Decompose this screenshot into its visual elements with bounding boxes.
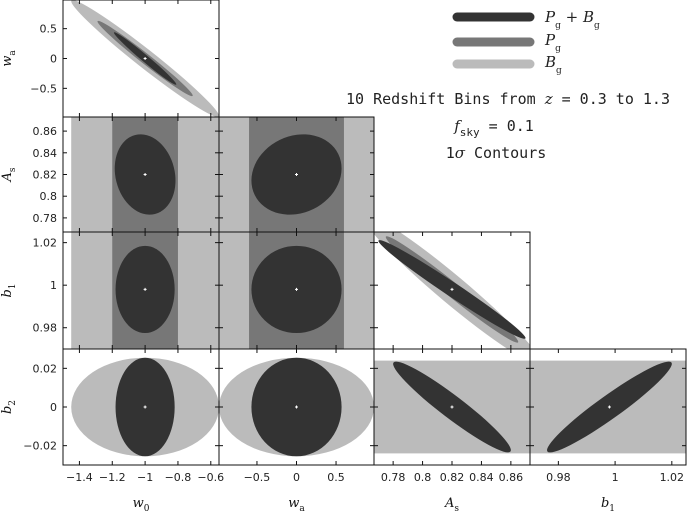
y-tick-label: 0.86 [33,125,58,138]
info-text: 10 Redshift Bins from z = 0.3 to 1.3 fsk… [346,90,670,162]
fiducial-marker [143,57,147,60]
fiducial-marker [295,173,298,176]
legend-label-pg-bg: Pg + Bg [544,8,600,31]
x-tick-label: −0.8 [165,471,192,484]
info-line-fsky: fsky = 0.1 [453,117,534,139]
y-tick-label: 0.02 [33,362,58,375]
x-tick-label: 0.98 [546,471,571,484]
y-tick-label: 0 [50,401,57,414]
fiducial-marker [295,405,298,409]
y-tick-label: 0.5 [40,23,58,36]
fiducial-marker [450,405,454,409]
y-tick-label: 0.84 [33,147,58,160]
panel-wa-b2 [218,348,375,466]
panel-As-b2 [373,348,531,466]
panel-wa-b1 [218,231,375,350]
y-tick-label: 0.78 [33,212,58,225]
x-tick-label: 1 [612,471,619,484]
fiducial-marker [607,405,611,409]
x-tick-label: 0.8 [414,471,432,484]
panel-w0-b2 [62,348,220,466]
fiducial-marker [295,287,298,291]
panel-w0-As [62,116,220,233]
fiducial-marker [143,405,147,409]
legend-label-bg: Bg [544,53,562,76]
panel-wa-As [218,116,375,233]
panel-w0-wa [62,0,220,118]
fiducial-marker [143,287,147,291]
x-tick-label: −1.2 [99,471,126,484]
y-tick-label: 1.02 [33,237,58,250]
panel-b1-b2 [529,348,687,466]
x-tick-label: 0.86 [499,471,524,484]
axis-label-b1: b1 [0,283,18,297]
axes-layer: −1.4 −1.2 −1 −0.8 −0.6 w0 −0.5 0 0.5 wa 0.78 0.8 0.8… [0,23,684,513]
panel-As-b1 [373,231,531,350]
x-tick-label: −0.5 [244,471,271,484]
fiducial-marker [143,173,147,176]
axis-label-As: As [0,167,18,182]
panels-layer [62,0,687,466]
x-tick-label: 0.78 [381,471,406,484]
x-tick-label: 0 [293,471,300,484]
y-tick-label: 0.98 [33,322,58,335]
x-tick-label: 0.82 [440,471,465,484]
x-tick-label: −1 [137,471,153,484]
info-line-contours: 1σ Contours [446,144,547,162]
axis-label-b2: b2 [0,400,18,414]
axis-label-w0: w0 [133,496,150,513]
axis-label-wa: wa [0,50,18,67]
legend-label-pg: Pg [544,31,561,54]
x-tick-label: −0.6 [197,471,224,484]
y-tick-label: 1 [50,279,57,292]
axis-label-b1: b1 [601,496,615,513]
x-tick-label: 1.02 [660,471,685,484]
y-tick-label: −0.02 [23,440,57,453]
fiducial-marker [450,287,454,291]
x-tick-label: −1.4 [66,471,93,484]
axis-label-As: As [444,496,459,513]
x-tick-label: 0.5 [327,471,345,484]
y-tick-label: 0.82 [33,169,58,182]
info-line-redshift-bins: 10 Redshift Bins from z = 0.3 to 1.3 [346,90,670,108]
y-tick-label: 0.8 [40,190,58,203]
y-tick-label: 0 [50,53,57,66]
x-tick-label: 0.84 [469,471,494,484]
axis-label-wa: wa [288,496,305,513]
y-tick-label: −0.5 [30,82,57,95]
panel-w0-b1 [62,231,220,350]
legend: Pg + Bg Pg Bg [452,8,600,76]
